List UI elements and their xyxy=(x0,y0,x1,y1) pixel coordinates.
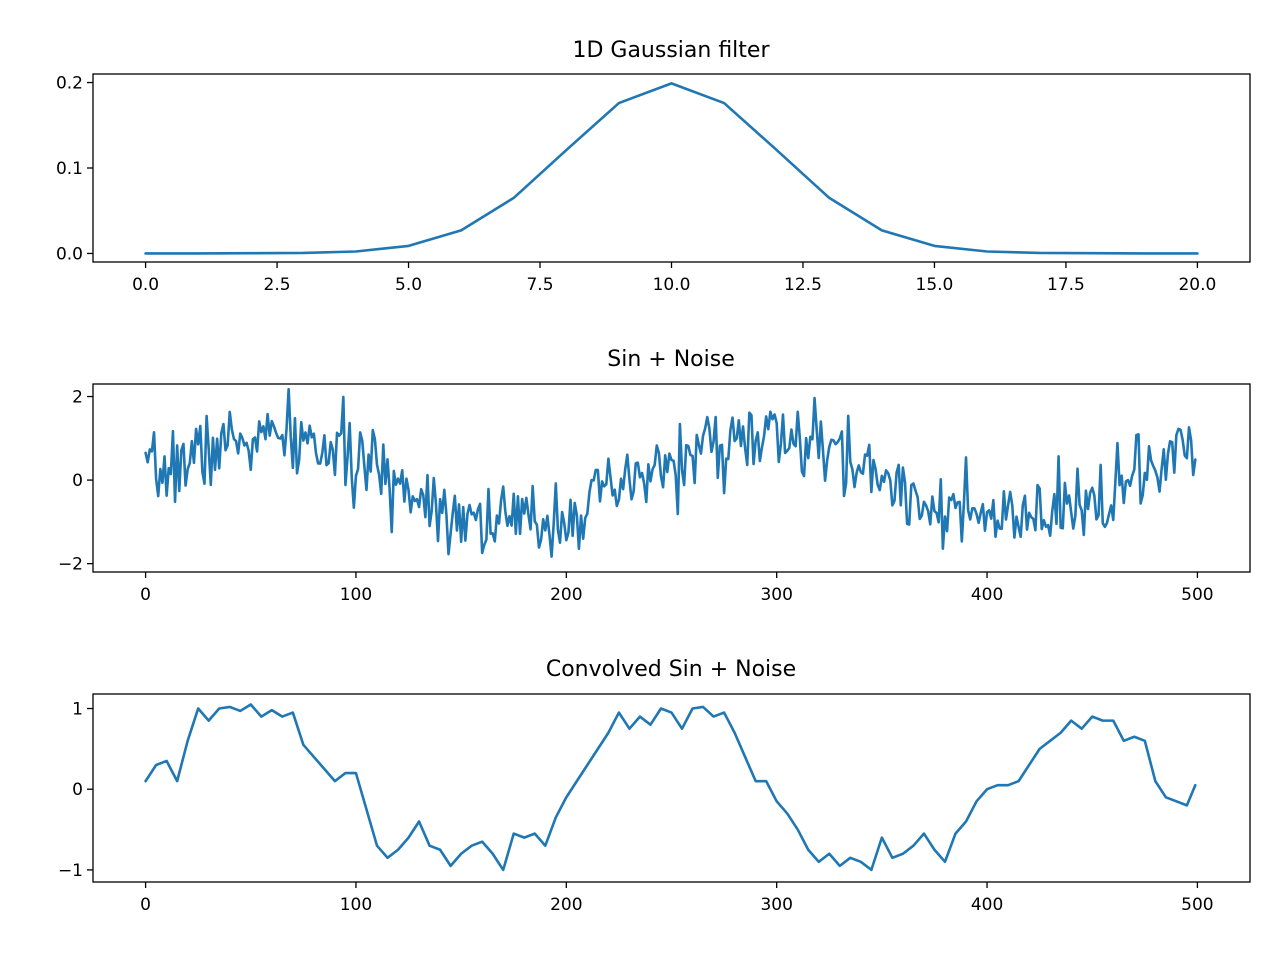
x-tick-label: 15.0 xyxy=(916,275,954,295)
x-tick-label: 17.5 xyxy=(1047,275,1085,295)
series-line xyxy=(144,82,1199,255)
y-tick-label: −2 xyxy=(58,555,83,575)
y-tick-label: 0.1 xyxy=(56,159,83,179)
y-tick-label: −1 xyxy=(58,861,83,881)
y-tick-label: 0 xyxy=(72,780,83,800)
x-tick-label: 300 xyxy=(760,895,792,915)
series-line xyxy=(144,703,1197,872)
y-tick-label: 2 xyxy=(72,388,83,408)
x-tick-label: 7.5 xyxy=(526,275,553,295)
x-tick-label: 200 xyxy=(550,585,582,605)
x-tick-label: 500 xyxy=(1181,895,1213,915)
sin-noise-title: Sin + Noise xyxy=(607,347,734,372)
axes-frame xyxy=(92,73,1251,263)
x-tick-label: 0.0 xyxy=(132,275,159,295)
x-tick-label: 100 xyxy=(340,895,372,915)
x-tick-label: 400 xyxy=(971,585,1003,605)
x-tick-label: 0 xyxy=(140,895,151,915)
sin-noise-panel: Sin + Noise 0 100 200 300 400 500 −2 0 2 xyxy=(58,347,1251,605)
axes-frame xyxy=(92,693,1251,883)
y-tick-label: 1 xyxy=(72,700,83,720)
x-tick-label: 300 xyxy=(760,585,792,605)
x-tick-label: 200 xyxy=(550,895,582,915)
x-tick-label: 5.0 xyxy=(395,275,422,295)
y-tick-label: 0.2 xyxy=(56,74,83,94)
y-tick-label: 0.0 xyxy=(56,244,83,264)
convolved-title: Convolved Sin + Noise xyxy=(546,657,796,682)
y-tick-label: 0 xyxy=(72,471,83,491)
x-tick-label: 0 xyxy=(140,585,151,605)
x-tick-label: 10.0 xyxy=(653,275,691,295)
convolved-panel: Convolved Sin + Noise 0 100 200 300 400 500 −1… xyxy=(58,657,1251,915)
x-tick-label: 12.5 xyxy=(784,275,822,295)
x-tick-label: 20.0 xyxy=(1178,275,1216,295)
x-tick-label: 100 xyxy=(340,585,372,605)
x-tick-label: 500 xyxy=(1181,585,1213,605)
series-line xyxy=(144,387,1197,558)
gaussian-filter-panel: 1D Gaussian filter 0.0 2.5 5.0 7.5 10.0 12.5 1… xyxy=(56,38,1251,295)
axes-frame xyxy=(92,383,1251,573)
x-tick-label: 2.5 xyxy=(264,275,291,295)
x-tick-label: 400 xyxy=(971,895,1003,915)
gaussian-filter-title: 1D Gaussian filter xyxy=(572,38,770,63)
